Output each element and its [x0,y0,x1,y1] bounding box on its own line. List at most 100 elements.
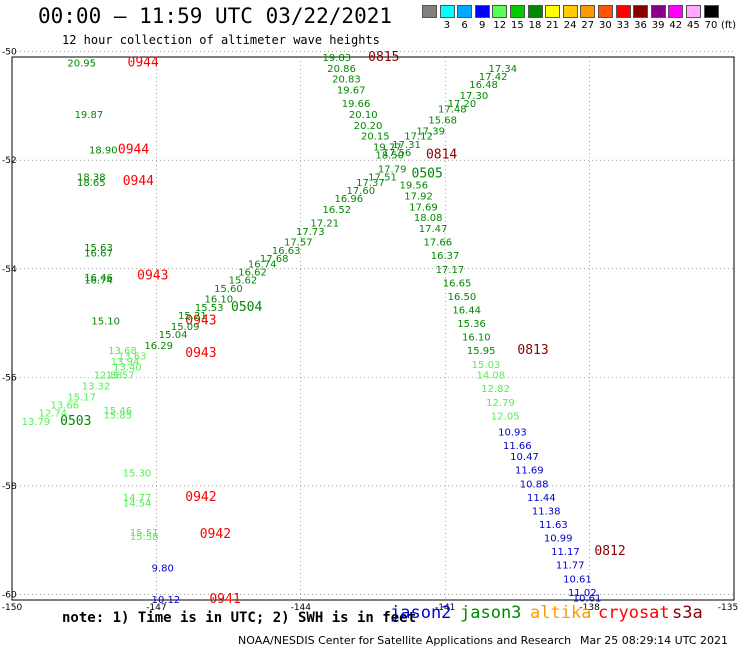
wave-height-value: 15.36 [457,319,486,330]
wave-height-value: 12.88 [94,371,123,382]
latitude-tick-label: -54 [2,265,17,275]
wave-height-value: 15.09 [171,322,200,333]
wave-height-value: 12.74 [38,409,67,420]
wave-height-value: 16.67 [84,248,113,259]
colorbar-label: 45 [686,20,700,31]
colorbar-swatch [510,5,525,18]
wave-height-value: 13.68 [108,346,137,357]
colorbar-label: 70 [704,20,718,31]
wave-height-value: 13.57 [106,371,135,382]
wave-height-value: 19.77 [373,143,402,154]
wave-height-value: 10.88 [520,479,549,490]
legend-item-jason3: jason3 [460,603,522,623]
credit-text: NOAA/NESDIS Center for Satellite Applica… [238,634,572,647]
wave-height-value: 19.83 [322,53,351,64]
wave-height-value: 15.95 [467,346,496,357]
pass-time-label: 0943 [137,268,168,283]
pass-time-label: 0944 [123,174,154,189]
wave-height-value: 10.99 [544,534,573,545]
wave-height-value: 16.62 [238,267,267,278]
wave-height-value: 17.21 [310,219,339,230]
wave-height-value: 15.30 [123,468,152,479]
colorbar-swatch [474,5,490,18]
longitude-tick-label: -144 [291,603,312,613]
wave-height-value: 17.48 [438,105,467,116]
wave-height-value: 16.74 [84,276,113,287]
wave-height-value: 16.29 [144,341,173,352]
colorbar-swatch [545,5,561,18]
colorbar-label: 21 [546,20,559,31]
colorbar-swatch [686,5,701,18]
wave-height-value: 10.61 [573,593,602,604]
wave-height-value: 16.48 [469,80,498,91]
colorbar-swatch [422,5,437,18]
wave-height-value: 13.94 [111,357,140,368]
wave-height-value: 15.03 [472,360,501,371]
wave-height-value: 15.58 [130,532,159,543]
colorbar-swatch [703,5,719,18]
wave-height-value: 18.90 [89,145,118,156]
wave-height-value: 20.86 [327,64,356,75]
wave-height-value: 19.87 [75,110,104,121]
colorbar-swatch [615,5,631,18]
wave-height-value: 20.15 [361,132,390,143]
wave-height-value: 16.46 [84,273,113,284]
wave-height-value: 10.93 [498,428,527,439]
colorbar-swatch [527,5,543,18]
wave-height-value: 17.68 [260,254,289,265]
legend-item-altika: altika [530,603,592,623]
wave-height-value: 17.51 [368,172,397,183]
wave-height-value: 17.56 [383,148,412,159]
wave-height-value: 11.38 [532,506,561,517]
wave-height-value: 11.77 [556,561,585,572]
wave-height-value: 15.17 [67,392,96,403]
wave-height-value: 18.50 [375,151,404,162]
pass-time-label: 0504 [231,300,262,315]
colorbar-swatch [650,5,666,18]
colorbar-label: 18 [528,20,542,31]
wave-height-value: 16.52 [322,205,351,216]
colorbar-label: 6 [461,20,468,31]
wave-height-value: 15.04 [159,330,188,341]
wave-height-value: 12.79 [486,398,515,409]
wave-height-value: 17.34 [489,64,518,75]
pass-time-label: 0944 [118,142,149,157]
colorbar-swatch [439,5,455,18]
latitude-tick-label: -56 [2,373,17,383]
legend-item-s3a: s3a [672,603,703,623]
chart-title: 00:00 – 11:59 UTC 03/22/2021 [38,4,393,28]
wave-height-value: 17.79 [378,164,407,175]
wave-height-value: 11.69 [515,466,544,477]
colorbar-label: 39 [651,20,665,31]
wave-height-value: 14.77 [123,493,152,504]
wave-height-value: 20.83 [332,75,361,86]
wave-height-value: 9.80 [152,563,174,574]
wave-height-value: 11.17 [551,547,580,558]
wave-height-value: 16.10 [205,295,234,306]
colorbar-label: 24 [563,20,577,31]
colorbar-swatch [668,5,684,18]
wave-height-value: 16.50 [448,292,477,303]
wave-height-value: 13.66 [51,401,80,412]
wave-height-value: 11.66 [503,441,532,452]
legend-item-cryosat: cryosat [598,603,670,623]
colorbar-swatch [562,5,578,18]
wave-height-value: 15.53 [195,303,224,314]
wave-height-value: 19.56 [399,181,428,192]
pass-time-label: 0943 [185,313,216,328]
wave-height-value: 14.54 [123,498,152,509]
wave-height-value: 17.39 [416,126,445,137]
wave-height-value: 12.05 [491,411,520,422]
colorbar-swatch [633,5,649,18]
longitude-tick-label: -150 [2,603,23,613]
map-frame [11,56,735,601]
colorbar-label: 33 [616,20,630,31]
wave-height-value: 10.12 [152,595,181,606]
colorbar-label: 9 [478,20,486,31]
wave-height-value: 15.63 [84,243,113,254]
wave-height-value: 17.60 [347,186,376,197]
wave-height-value: 17.92 [404,191,433,202]
latitude-tick-label: -60 [2,591,17,601]
wave-height-value: 19.66 [342,99,371,110]
